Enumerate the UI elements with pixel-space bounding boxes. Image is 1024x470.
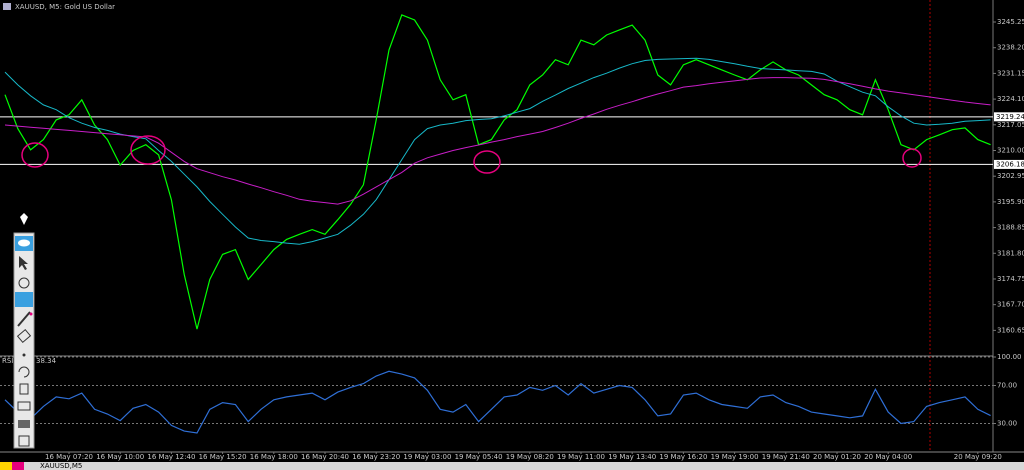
y-tick-label: 3238.20	[997, 44, 1024, 52]
y-tick-label: 3174.75	[997, 275, 1024, 283]
line-tool[interactable]	[17, 311, 31, 327]
x-tick-label: 16 May 15:20	[199, 453, 247, 461]
dot-tool[interactable]	[22, 353, 26, 357]
eraser-tool[interactable]	[15, 292, 33, 307]
cursor-tool[interactable]	[19, 256, 28, 270]
plot-area: 3245.25 3238.20 3231.15 3224.10 3217.05 3210.…	[0, 14, 1024, 461]
x-tick-label: 20 May 04:00	[864, 453, 912, 461]
circle-annotation	[473, 150, 501, 174]
price-line	[4, 14, 991, 330]
level-label: 3219.24	[996, 113, 1024, 121]
level-label-box	[994, 112, 1024, 122]
rsi-line	[4, 370, 991, 434]
x-tick-label: 16 May 10:00	[96, 453, 144, 461]
x-tick-label: 19 May 03:00	[403, 453, 451, 461]
x-tick-label: 16 May 20:40	[301, 453, 349, 461]
y-tick-label: 3181.80	[997, 249, 1024, 257]
y-tick-label: 3195.90	[997, 198, 1024, 206]
circle-annotation	[130, 135, 166, 165]
toolbar-panel	[13, 232, 35, 449]
x-tick-label: 19 May 05:40	[455, 453, 503, 461]
moving-average	[4, 57, 991, 245]
template-tool[interactable]	[17, 401, 31, 411]
y-tick-label: 3167.70	[997, 301, 1024, 309]
y-tick-label: 3160.65	[997, 326, 1024, 334]
circle-annotation	[902, 148, 922, 168]
y-tick-label: 3188.85	[997, 224, 1024, 232]
level-label-box	[994, 159, 1024, 169]
chart-tab[interactable]: XAUUSD,M5	[40, 462, 82, 470]
y-tick-label: 3224.10	[997, 95, 1024, 103]
y-tick-label: 30.00	[997, 420, 1017, 428]
y-tick-label: 3217.05	[997, 121, 1024, 129]
circle-annotation	[21, 142, 49, 168]
x-tick-label: 20 May 09:20	[954, 453, 1002, 461]
y-tick-label: 3202.95	[997, 172, 1024, 180]
drawing-toolbar	[13, 213, 35, 449]
delete-tool[interactable]	[19, 383, 29, 395]
x-tick-label: 16 May 18:00	[250, 453, 298, 461]
y-tick-label: 70.00	[997, 382, 1017, 390]
undo-tool[interactable]	[18, 366, 30, 378]
x-tick-label: 19 May 11:00	[557, 453, 605, 461]
x-tick-label: 16 May 12:40	[147, 453, 195, 461]
tab-bar	[0, 462, 1024, 470]
y-tick-label: 100.00	[997, 353, 1022, 361]
level-label: 3206.18	[996, 160, 1024, 168]
color-swatch	[12, 462, 24, 470]
x-tick-label: 16 May 23:20	[352, 453, 400, 461]
chart-title: XAUUSD, M5: Gold US Dollar	[15, 3, 115, 11]
x-tick-label: 16 May 07:20	[45, 453, 93, 461]
indicator-dot	[29, 312, 33, 316]
symbol-icon	[3, 3, 11, 10]
x-tick-label: 19 May 08:20	[506, 453, 554, 461]
annotations	[21, 135, 922, 174]
eye-icon	[18, 239, 30, 247]
y-tick-label: 3245.25	[997, 18, 1024, 26]
pen-icon[interactable]	[20, 213, 28, 225]
color-swatch	[0, 462, 12, 470]
x-tick-label: 19 May 13:40	[608, 453, 656, 461]
screenshot-tool[interactable]	[18, 420, 30, 428]
x-tick-label: 20 May 01:20	[813, 453, 861, 461]
crosshair-tool[interactable]	[18, 277, 30, 289]
y-tick-label: 3210.00	[997, 146, 1024, 154]
x-tick-label: 19 May 19:00	[711, 453, 759, 461]
ruler-tool[interactable]	[16, 329, 32, 343]
indicator-title: RSI	[2, 357, 13, 365]
x-tick-label: 19 May 16:20	[659, 453, 707, 461]
x-tick-label: 19 May 21:40	[762, 453, 810, 461]
moving-average	[4, 77, 991, 205]
clipboard-tool[interactable]	[18, 435, 30, 447]
y-tick-label: 3231.15	[997, 69, 1024, 77]
indicator-value: 38.34	[36, 357, 57, 365]
